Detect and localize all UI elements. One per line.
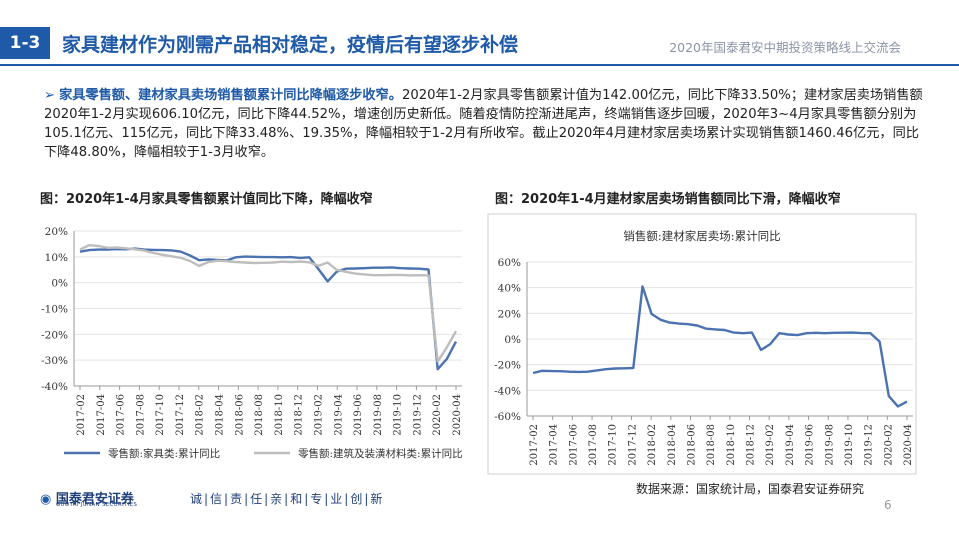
x-tick-label: 2020-04: [903, 424, 914, 466]
x-tick-label: 2018-10: [726, 424, 737, 466]
y-tick-label: 0%: [51, 278, 68, 290]
bullet-lead: 家具零售额、建材家具卖场销售额累计同比降幅逐步收窄。: [59, 88, 402, 103]
x-tick-label: 2019-12: [412, 394, 423, 436]
x-tick-label: 2020-02: [432, 394, 443, 436]
slide-header: 1-3 家具建材作为刚需产品相对稳定，疫情后有望逐步补偿 2020年国泰君安中期…: [0, 0, 959, 64]
x-tick-label: 2017-10: [608, 424, 619, 466]
x-tick-label: 2019-06: [805, 424, 816, 466]
chart-frame: [487, 213, 917, 475]
x-tick-label: 2019-12: [864, 424, 875, 466]
chart1-title: 图：2020年1-4月家具零售额累计值同比下降，降幅收窄: [40, 192, 373, 207]
x-tick-label: 2018-02: [647, 424, 658, 466]
x-tick-label: 2017-12: [175, 394, 186, 436]
header-divider: [0, 64, 959, 66]
x-tick-label: 2018-06: [234, 394, 245, 436]
furniture-retail-chart: 20% 10% 0% -10% -20% -30% -40% 2017-02 2017-04 20…: [41, 226, 463, 460]
y-tick-label: -30%: [41, 355, 68, 367]
x-tick-label: 2018-12: [294, 394, 305, 436]
legend-label-1: 零售额:家具类:累计同比: [108, 447, 220, 460]
y-tick-label: 10%: [45, 252, 68, 264]
x-tick-label: 2018-12: [746, 424, 757, 466]
x-tick-label: 2017-06: [116, 394, 127, 436]
y-tick-label: -40%: [494, 385, 521, 397]
y-tick-label: 0%: [504, 334, 521, 346]
x-tick-label: 2018-02: [195, 394, 206, 436]
x-tick-label: 2018-08: [254, 394, 265, 436]
x-tick-label: 2017-02: [76, 394, 87, 436]
x-tick-label: 2017-04: [96, 394, 107, 436]
bullet-paragraph: ➢ 家具零售额、建材家具卖场销售额累计同比降幅逐步收窄。2020年1-2月家具零售…: [44, 86, 924, 162]
x-tick-label: 2019-08: [824, 424, 835, 466]
chart2-title: 图：2020年1-4月建材家居卖场销售额同比下滑，降幅收窄: [495, 192, 841, 207]
series-line-2: [79, 244, 458, 363]
x-tick-label: 2019-04: [785, 424, 796, 466]
x-tick-label: 2020-02: [883, 424, 894, 466]
x-tick-label: 2017-08: [135, 394, 146, 436]
y-tick-label: -20%: [41, 329, 68, 341]
x-tick-label: 2019-02: [765, 424, 776, 466]
y-tick-label: 20%: [45, 226, 68, 238]
x-tick-label: 2018-06: [686, 424, 697, 466]
legend-label-2: 零售额:建筑及装潢材料类:累计同比: [298, 447, 463, 460]
page-number: 6: [884, 498, 892, 512]
logo-name: 国泰君安证券: [55, 492, 134, 507]
x-tick-label: 2017-06: [568, 424, 579, 466]
y-tick-label: 20%: [498, 308, 521, 320]
chart2-inner-title: 销售额:建材家居卖场:累计同比: [623, 229, 780, 243]
slide-title: 家具建材作为刚需产品相对稳定，疫情后有望逐步补偿: [62, 34, 519, 56]
y-tick-label: -10%: [41, 304, 68, 316]
x-tick-label: 2019-06: [353, 394, 364, 436]
x-tick-label: 2019-04: [333, 394, 344, 436]
company-logo: ◉ 国泰君安证券: [40, 488, 134, 507]
x-tick-label: 2018-04: [667, 424, 678, 466]
y-tick-label: 60%: [498, 257, 521, 269]
x-tick-label: 2019-08: [373, 394, 384, 436]
logo-mark-icon: ◉: [40, 492, 52, 507]
x-tick-label: 2019-10: [393, 394, 404, 436]
logo-subtitle: GUOTAI JUNAN SECURITIES: [56, 502, 138, 508]
series-line-1: [532, 285, 908, 408]
x-tick-label: 2017-08: [588, 424, 599, 466]
x-tick-label: 2017-10: [155, 394, 166, 436]
y-tick-label: -60%: [494, 411, 521, 423]
x-tick-label: 2017-02: [529, 424, 540, 466]
x-tick-label: 2019-10: [844, 424, 855, 466]
arrow-bullet-icon: ➢: [44, 88, 56, 103]
conference-name: 2020年国泰君安中期投资策略线上交流会: [669, 40, 901, 55]
section-number: 1-3: [0, 27, 50, 59]
company-motto: 诚|信|责|任|亲|和|专|业|创|新: [190, 492, 385, 506]
y-tick-label: -40%: [41, 381, 68, 393]
building-materials-chart: 60% 40% 20% 0% -20% -40% -60% 2017-02 2017-04 201…: [487, 213, 917, 475]
x-tick-label: 2019-02: [313, 394, 324, 436]
bullet-body: 2020年1-2月家具零售额累计值为142.00亿元，同比下降33.50%；建材…: [44, 88, 923, 160]
x-tick-label: 2018-10: [274, 394, 285, 436]
x-tick-label: 2018-08: [706, 424, 717, 466]
x-tick-label: 2018-04: [215, 394, 226, 436]
data-source: 数据来源：国家统计局，国泰君安证券研究: [636, 482, 865, 496]
x-tick-label: 2017-12: [627, 424, 638, 466]
x-tick-label: 2017-04: [549, 424, 560, 466]
y-tick-label: 40%: [498, 283, 521, 295]
y-tick-label: -20%: [494, 360, 521, 372]
x-tick-label: 2020-04: [452, 394, 463, 436]
